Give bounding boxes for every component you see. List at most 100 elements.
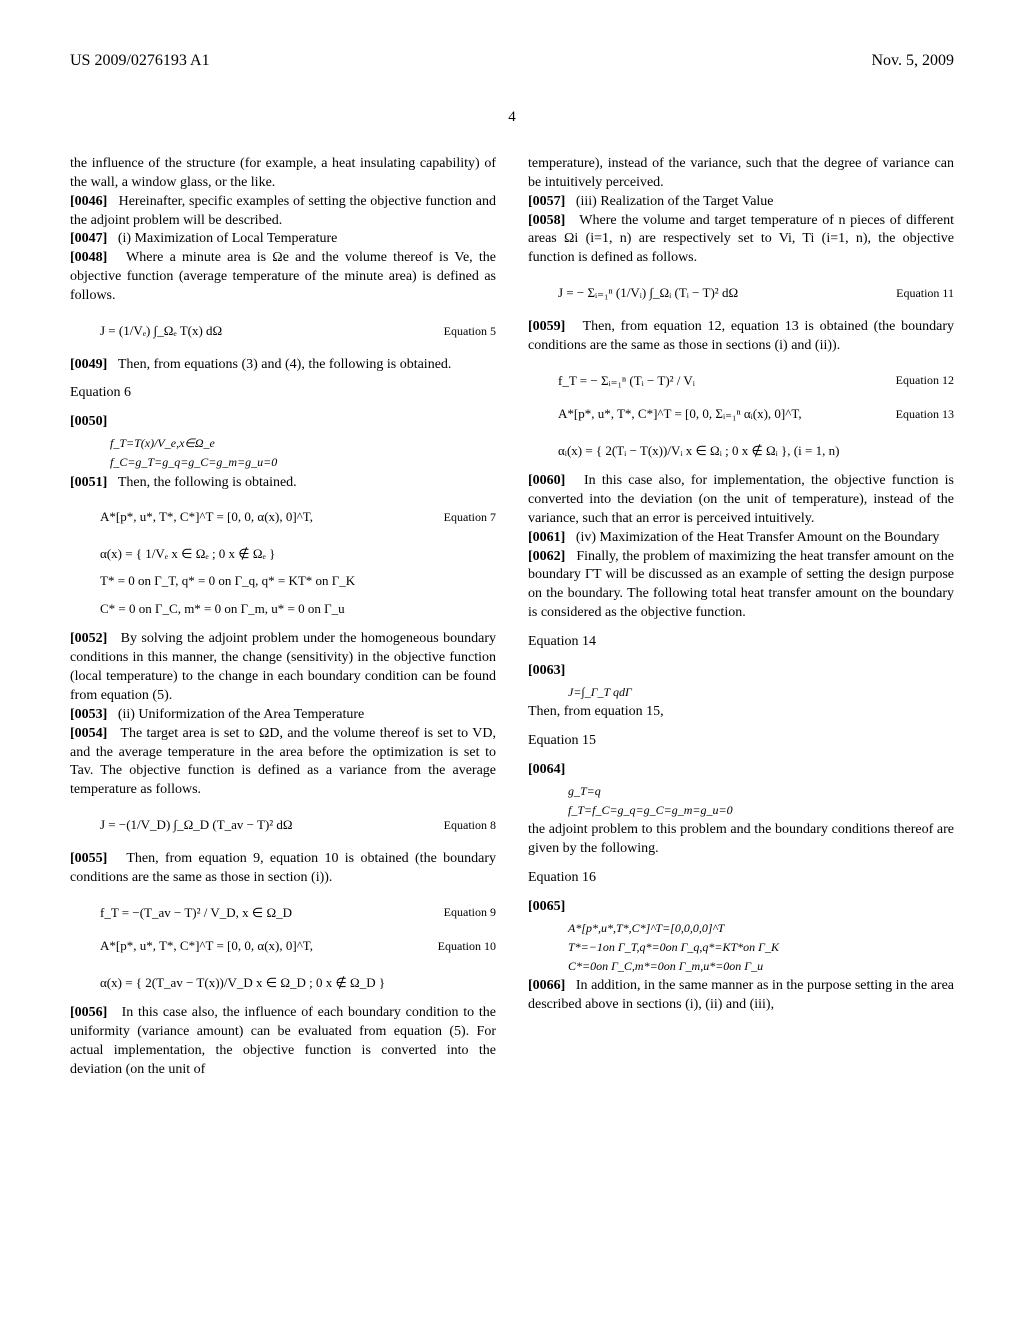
para-num-52: [0052]	[70, 631, 107, 646]
eq9-label: Equation 9	[424, 904, 496, 920]
paragraph-46: [0046] Hereinafter, specific examples of…	[70, 193, 496, 231]
eq8-formula: J = −(1/V_D) ∫_Ω_D (T_av − T)² dΩ	[100, 816, 293, 834]
para-49-text: Then, from equations (3) and (4), the fo…	[118, 357, 452, 372]
para-48-text: Where a minute area is Ωe and the volume…	[70, 250, 496, 303]
para-num-60: [0060]	[528, 473, 565, 488]
eq6b: f_C=g_T=g_q=g_C=g_m=g_u=0	[70, 454, 496, 470]
para-num-64: [0064]	[528, 762, 565, 777]
para-num-59: [0059]	[528, 319, 565, 334]
eq15-label: Equation 15	[528, 732, 954, 751]
paragraph-58: [0058] Where the volume and target tempe…	[528, 212, 954, 269]
adjoint-text: the adjoint problem to this problem and …	[528, 821, 954, 859]
page-header: US 2009/0276193 A1 Nov. 5, 2009	[70, 50, 954, 72]
para-53-text: (ii) Uniformization of the Area Temperat…	[118, 707, 364, 722]
eq5-formula: J = (1/Vₑ) ∫_Ωₑ T(x) dΩ	[100, 322, 222, 340]
paragraph-50: [0050]	[70, 413, 496, 432]
eq7c: T* = 0 on Γ_T, q* = 0 on Γ_q, q* = KT* o…	[100, 569, 496, 592]
paragraph-66: [0066] In addition, in the same manner a…	[528, 977, 954, 1015]
eq6a: f_T=T(x)/V_e,x∈Ω_e	[70, 435, 496, 451]
eq11-formula: J = − Σᵢ₌₁ⁿ (1/Vᵢ) ∫_Ωᵢ (Tᵢ − T)² dΩ	[558, 284, 738, 302]
para-46-text: Hereinafter, specific examples of settin…	[70, 194, 496, 228]
eq15a: g_T=q	[528, 783, 954, 799]
eq14-label: Equation 14	[528, 633, 954, 652]
para-num-62: [0062]	[528, 549, 565, 564]
paragraph-49: [0049] Then, from equations (3) and (4),…	[70, 356, 496, 375]
eq8-label: Equation 8	[424, 817, 496, 833]
para-num-50: [0050]	[70, 414, 107, 429]
para-55-text: Then, from equation 9, equation 10 is ob…	[70, 851, 496, 885]
eq6-label: Equation 6	[70, 384, 496, 403]
para-47-text: (i) Maximization of Local Temperature	[118, 231, 338, 246]
eq16c: C*=0on Γ_C,m*=0on Γ_m,u*=0on Γ_u	[528, 958, 954, 974]
eq5-label: Equation 5	[424, 323, 496, 339]
para-52-text: By solving the adjoint problem under the…	[70, 631, 496, 703]
paragraph-51: [0051] Then, the following is obtained.	[70, 474, 496, 493]
eq7-label: Equation 7	[424, 509, 496, 525]
para-num-57: [0057]	[528, 194, 565, 209]
continuation-text: the influence of the structure (for exam…	[70, 155, 496, 193]
equation-12: f_T = − Σᵢ₌₁ⁿ (Tᵢ − T)² / Vᵢ Equation 12	[528, 372, 954, 390]
paragraph-47: [0047] (i) Maximization of Local Tempera…	[70, 230, 496, 249]
page-number: 4	[70, 107, 954, 127]
para-num-56: [0056]	[70, 1005, 107, 1020]
eq13-label: Equation 13	[876, 406, 954, 422]
equation-10-body: α(x) = { 2(T_av − T(x))/V_D x ∈ Ω_D ; 0 …	[70, 971, 496, 994]
paragraph-54: [0054] The target area is set to ΩD, and…	[70, 725, 496, 801]
para-num-63: [0063]	[528, 663, 565, 678]
eq16a: A*[p*,u*,T*,C*]^T=[0,0,0,0]^T	[528, 920, 954, 936]
eq12-formula: f_T = − Σᵢ₌₁ⁿ (Tᵢ − T)² / Vᵢ	[558, 372, 695, 390]
eq10b: α(x) = { 2(T_av − T(x))/V_D x ∈ Ω_D ; 0 …	[100, 971, 496, 994]
para-58-text: Where the volume and target temperature …	[528, 213, 954, 266]
eq10a: A*[p*, u*, T*, C*]^T = [0, 0, α(x), 0]^T…	[100, 937, 313, 955]
paragraph-60: [0060] In this case also, for implementa…	[528, 472, 954, 529]
paragraph-55: [0055] Then, from equation 9, equation 1…	[70, 850, 496, 888]
para-num-66: [0066]	[528, 978, 565, 993]
equation-13-body: αᵢ(x) = { 2(Tᵢ − T(x))/Vᵢ x ∈ Ωᵢ ; 0 x ∉…	[528, 439, 954, 462]
equation-10-top: A*[p*, u*, T*, C*]^T = [0, 0, α(x), 0]^T…	[70, 937, 496, 955]
eq15-pre: Then, from equation 15,	[528, 703, 954, 722]
eq7a: A*[p*, u*, T*, C*]^T = [0, 0, α(x), 0]^T…	[100, 508, 313, 526]
para-num-53: [0053]	[70, 707, 107, 722]
para-62-text: Finally, the problem of maximizing the h…	[528, 549, 954, 621]
paragraph-56: [0056] In this case also, the influence …	[70, 1004, 496, 1080]
para-61-text: (iv) Maximization of the Heat Transfer A…	[576, 530, 940, 545]
para-57-text: (iii) Realization of the Target Value	[576, 194, 774, 209]
paragraph-62: [0062] Finally, the problem of maximizin…	[528, 548, 954, 624]
paragraph-61: [0061] (iv) Maximization of the Heat Tra…	[528, 529, 954, 548]
equation-13-top: A*[p*, u*, T*, C*]^T = [0, 0, Σᵢ₌₁ⁿ αᵢ(x…	[528, 405, 954, 423]
para-num-51: [0051]	[70, 475, 107, 490]
paragraph-52: [0052] By solving the adjoint problem un…	[70, 630, 496, 706]
paragraph-57: [0057] (iii) Realization of the Target V…	[528, 193, 954, 212]
para-num-55: [0055]	[70, 851, 107, 866]
eq15b: f_T=f_C=g_q=g_C=g_m=g_u=0	[528, 802, 954, 818]
para-num-46: [0046]	[70, 194, 107, 209]
equation-9: f_T = −(T_av − T)² / V_D, x ∈ Ω_D Equati…	[70, 904, 496, 922]
para-num-47: [0047]	[70, 231, 107, 246]
paragraph-63: [0063]	[528, 662, 954, 681]
paragraph-48: [0048] Where a minute area is Ωe and the…	[70, 249, 496, 306]
paragraph-59: [0059] Then, from equation 12, equation …	[528, 318, 954, 356]
para-54-text: The target area is set to ΩD, and the vo…	[70, 726, 496, 798]
equation-7-body: α(x) = { 1/Vₑ x ∈ Ωₑ ; 0 x ∉ Ωₑ } T* = 0…	[70, 542, 496, 620]
eq10-label: Equation 10	[418, 938, 496, 954]
para-51-text: Then, the following is obtained.	[118, 475, 297, 490]
para-num-54: [0054]	[70, 726, 107, 741]
para-num-48: [0048]	[70, 250, 107, 265]
eq7d: C* = 0 on Γ_C, m* = 0 on Γ_m, u* = 0 on …	[100, 597, 496, 620]
paragraph-64: [0064]	[528, 761, 954, 780]
eq13b: αᵢ(x) = { 2(Tᵢ − T(x))/Vᵢ x ∈ Ωᵢ ; 0 x ∉…	[558, 439, 954, 462]
eq9-formula: f_T = −(T_av − T)² / V_D, x ∈ Ω_D	[100, 904, 292, 922]
equation-7-top: A*[p*, u*, T*, C*]^T = [0, 0, α(x), 0]^T…	[70, 508, 496, 526]
para-num-49: [0049]	[70, 357, 107, 372]
publication-date: Nov. 5, 2009	[871, 50, 954, 72]
content-columns: the influence of the structure (for exam…	[70, 155, 954, 1080]
right-column: temperature), instead of the variance, s…	[528, 155, 954, 1080]
equation-5: J = (1/Vₑ) ∫_Ωₑ T(x) dΩ Equation 5	[70, 322, 496, 340]
left-column: the influence of the structure (for exam…	[70, 155, 496, 1080]
equation-8: J = −(1/V_D) ∫_Ω_D (T_av − T)² dΩ Equati…	[70, 816, 496, 834]
paragraph-65: [0065]	[528, 898, 954, 917]
para-60-text: In this case also, for implementation, t…	[528, 473, 954, 526]
para-56-text: In this case also, the influence of each…	[70, 1005, 496, 1077]
para-num-58: [0058]	[528, 213, 565, 228]
paragraph-53: [0053] (ii) Uniformization of the Area T…	[70, 706, 496, 725]
